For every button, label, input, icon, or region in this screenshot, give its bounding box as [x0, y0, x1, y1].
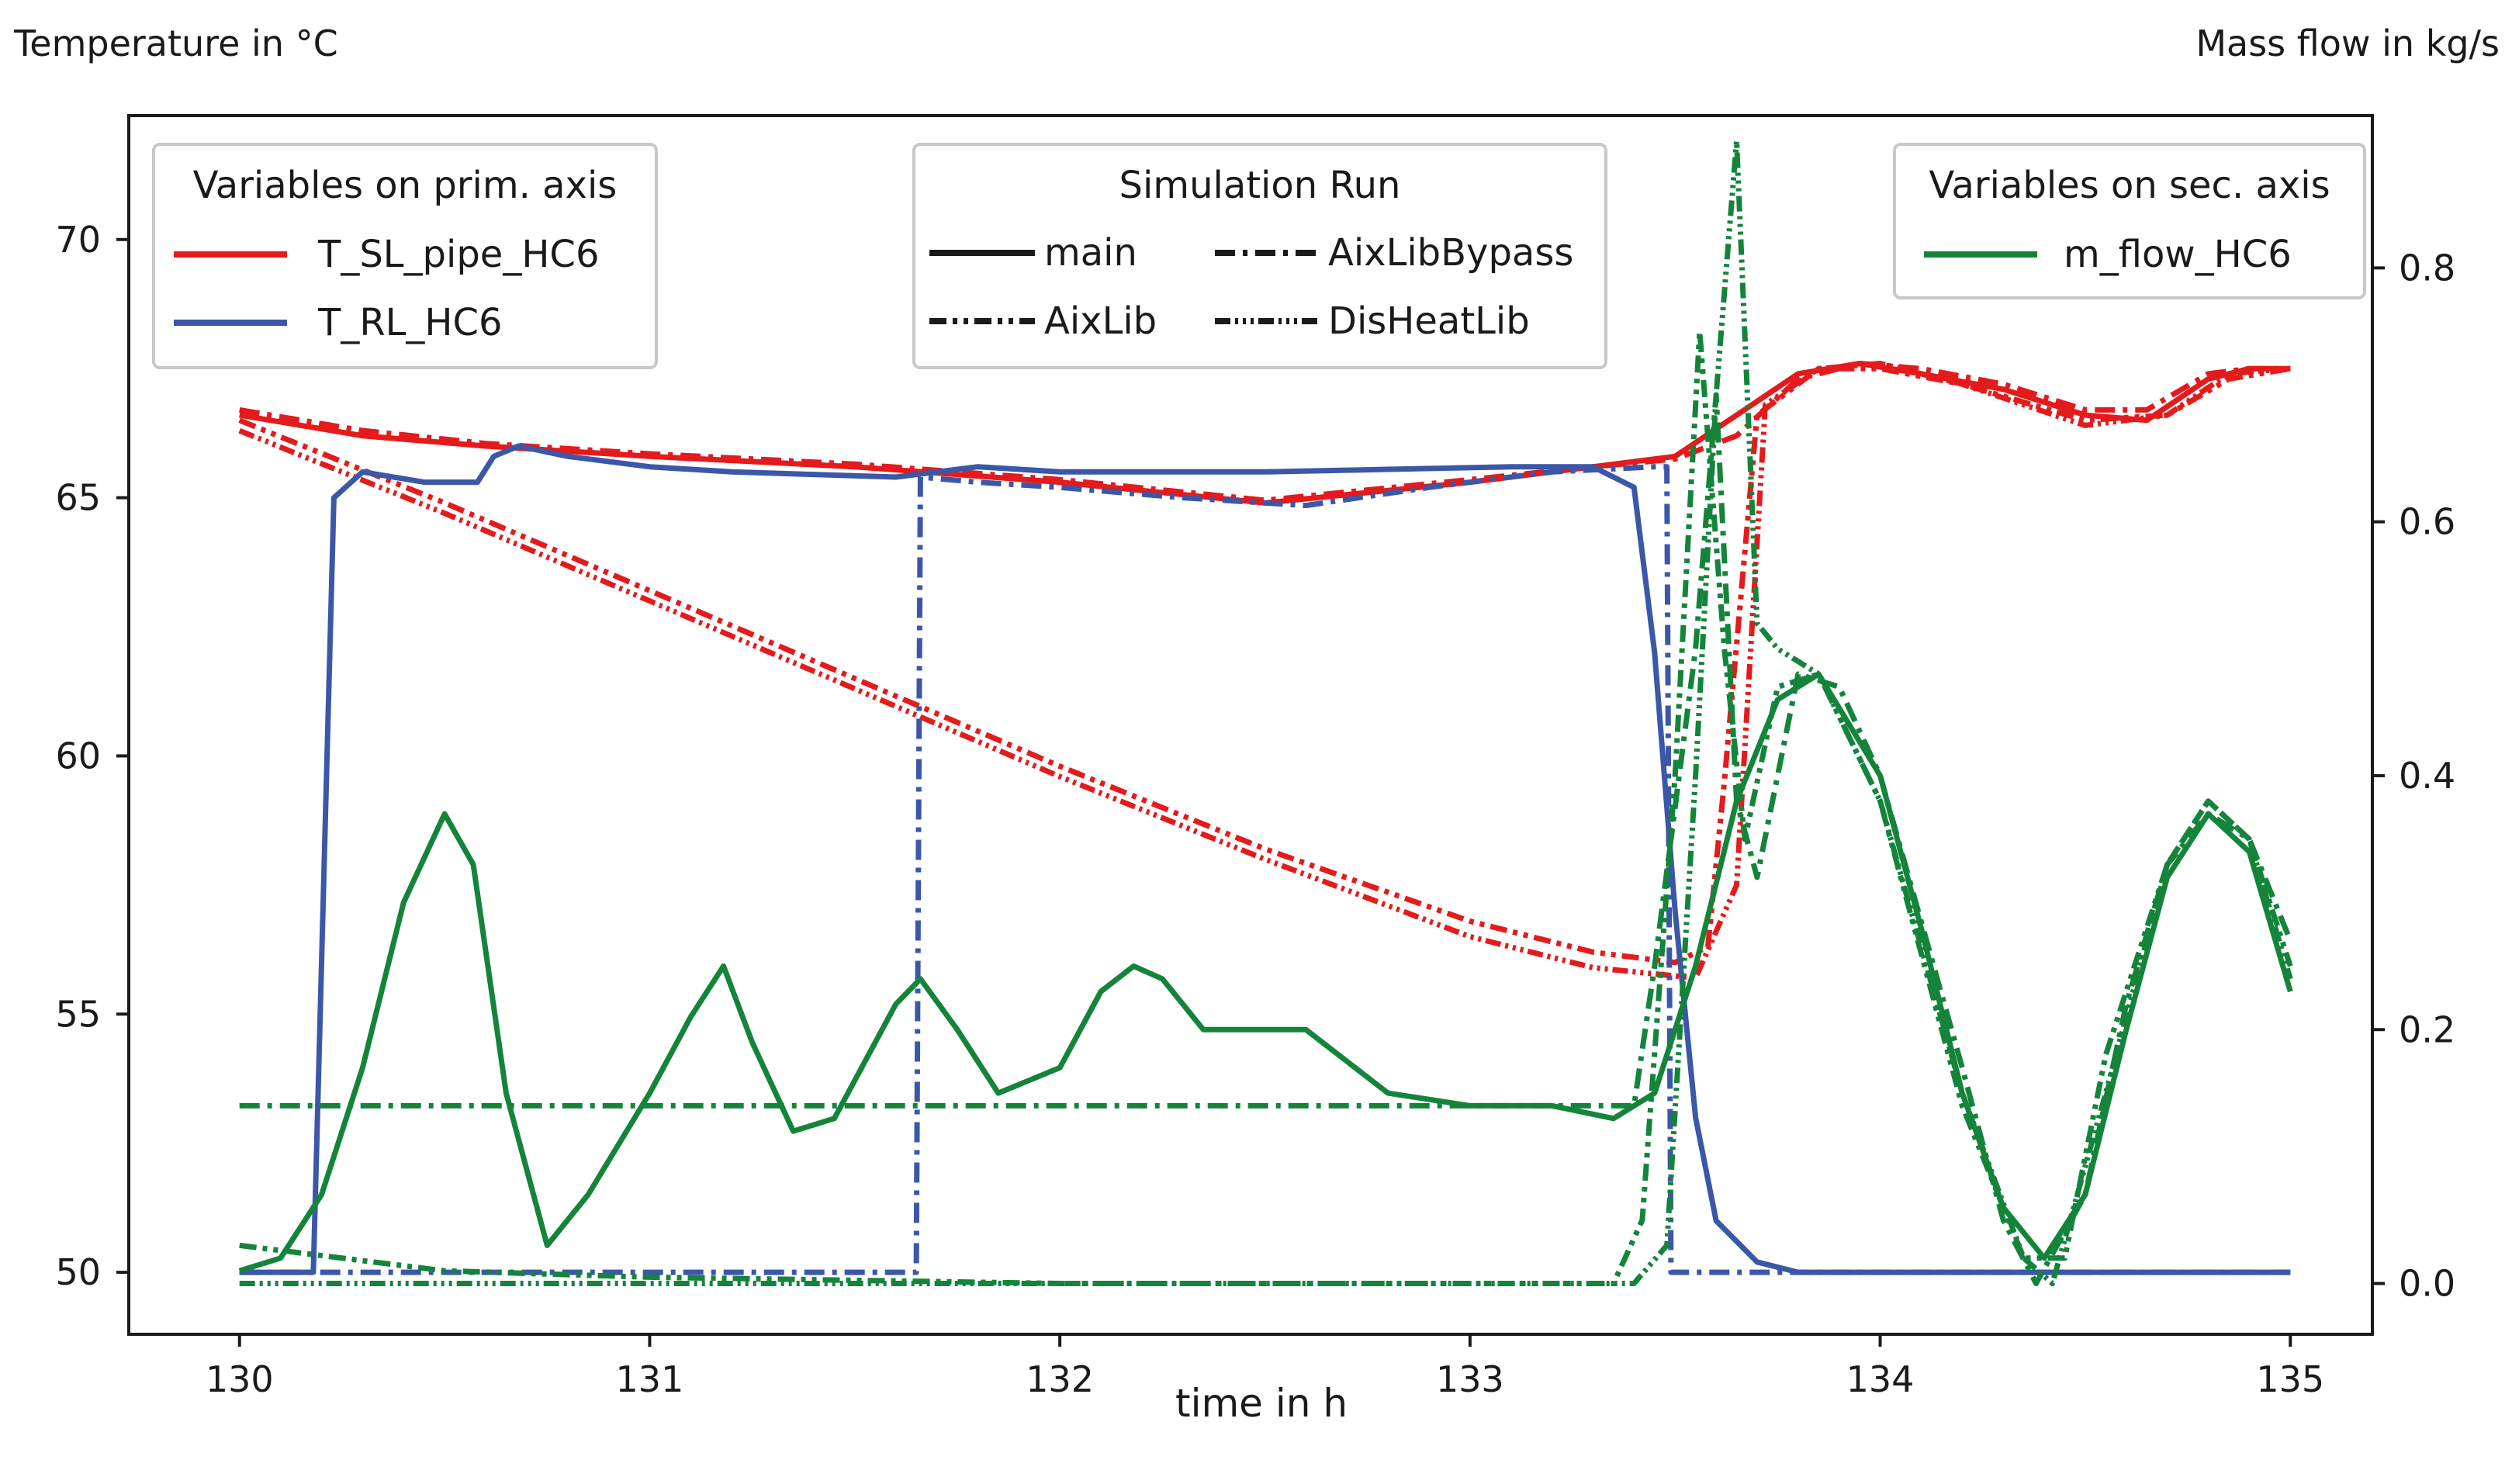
legend-runs: Simulation Run main AixLibBypass AixLib …: [912, 143, 1607, 369]
legend-secondary: Variables on sec. axis m_flow_HC6: [1893, 143, 2366, 299]
legend-primary-title: Variables on prim. axis: [193, 164, 618, 207]
legend-entry-m-flow-hc6: m_flow_HC6: [2064, 233, 2292, 276]
legend-primary: Variables on prim. axis T_SL_pipe_HC6 T_…: [152, 143, 658, 369]
y-tick-label-secondary: 0.4: [2399, 755, 2455, 797]
legend-runs-title: Simulation Run: [1119, 164, 1401, 207]
x-tick-label: 132: [1026, 1358, 1094, 1400]
y-tick-label-primary: 50: [55, 1251, 101, 1293]
series-t-sl-pipe-hc6-main: [239, 361, 2291, 506]
legend-entry-main: main: [1044, 231, 1137, 275]
x-ticks: 130 131 132 133 134 135: [206, 1334, 2324, 1400]
x-tick-label: 134: [1846, 1358, 1915, 1400]
legend-entry-disheatlib: DisHeatLib: [1328, 299, 1530, 343]
legend-secondary-title: Variables on sec. axis: [1929, 164, 2330, 207]
y-tick-label-primary: 55: [55, 993, 101, 1035]
y-ticks-primary: 50 55 60 65 70: [55, 219, 129, 1293]
x-tick-label: 133: [1436, 1358, 1504, 1400]
y-tick-label-secondary: 0.2: [2399, 1008, 2455, 1050]
legend-primary-box: [152, 143, 658, 369]
y-tick-label-primary: 70: [55, 219, 101, 261]
x-tick-label: 131: [616, 1358, 684, 1400]
legend-entry-t-rl-hc6: T_RL_HC6: [317, 301, 503, 344]
legend-secondary-box: [1893, 143, 2366, 299]
x-tick-label: 135: [2256, 1358, 2324, 1400]
y-tick-label-secondary: 0.6: [2399, 501, 2455, 543]
y-tick-label-secondary: 0.8: [2399, 247, 2455, 289]
legend-entry-t-sl-pipe-hc6: T_SL_pipe_HC6: [317, 233, 599, 276]
legend-entry-aixlibbypass: AixLibBypass: [1328, 231, 1573, 275]
series-t-rl-hc6-aixlibbypass: [239, 464, 2291, 1275]
y-tick-label-secondary: 0.0: [2399, 1263, 2455, 1305]
y-axis-label-secondary: Mass flow in kg/s: [2195, 22, 2500, 64]
series-t-rl-hc6-main: [239, 443, 2291, 1275]
y-ticks-secondary: 0.0 0.2 0.4 0.6 0.8: [2372, 247, 2455, 1305]
series-m-flow-hc6-main: [238, 671, 2293, 1274]
y-tick-label-primary: 60: [55, 735, 101, 777]
plot-frame: [127, 114, 2374, 1336]
series-t-sl-pipe-hc6-aixlibbypass: [239, 361, 2291, 503]
legend-entry-aixlib: AixLib: [1044, 299, 1157, 343]
series-t-sl-pipe-hc6-disheatlib: [238, 361, 2291, 981]
series-layer: [238, 138, 2293, 1286]
x-axis-label: time in h: [1175, 1381, 1348, 1426]
series-m-flow-hc6-disheatlib: [239, 138, 2293, 1286]
x-tick-label: 130: [206, 1358, 274, 1400]
y-axis-label-primary: Temperature in °C: [13, 22, 338, 64]
y-tick-label-primary: 65: [55, 477, 101, 519]
series-t-sl-pipe-hc6-aixlib: [238, 365, 2291, 966]
series-m-flow-hc6-aixlib: [239, 328, 2293, 1286]
